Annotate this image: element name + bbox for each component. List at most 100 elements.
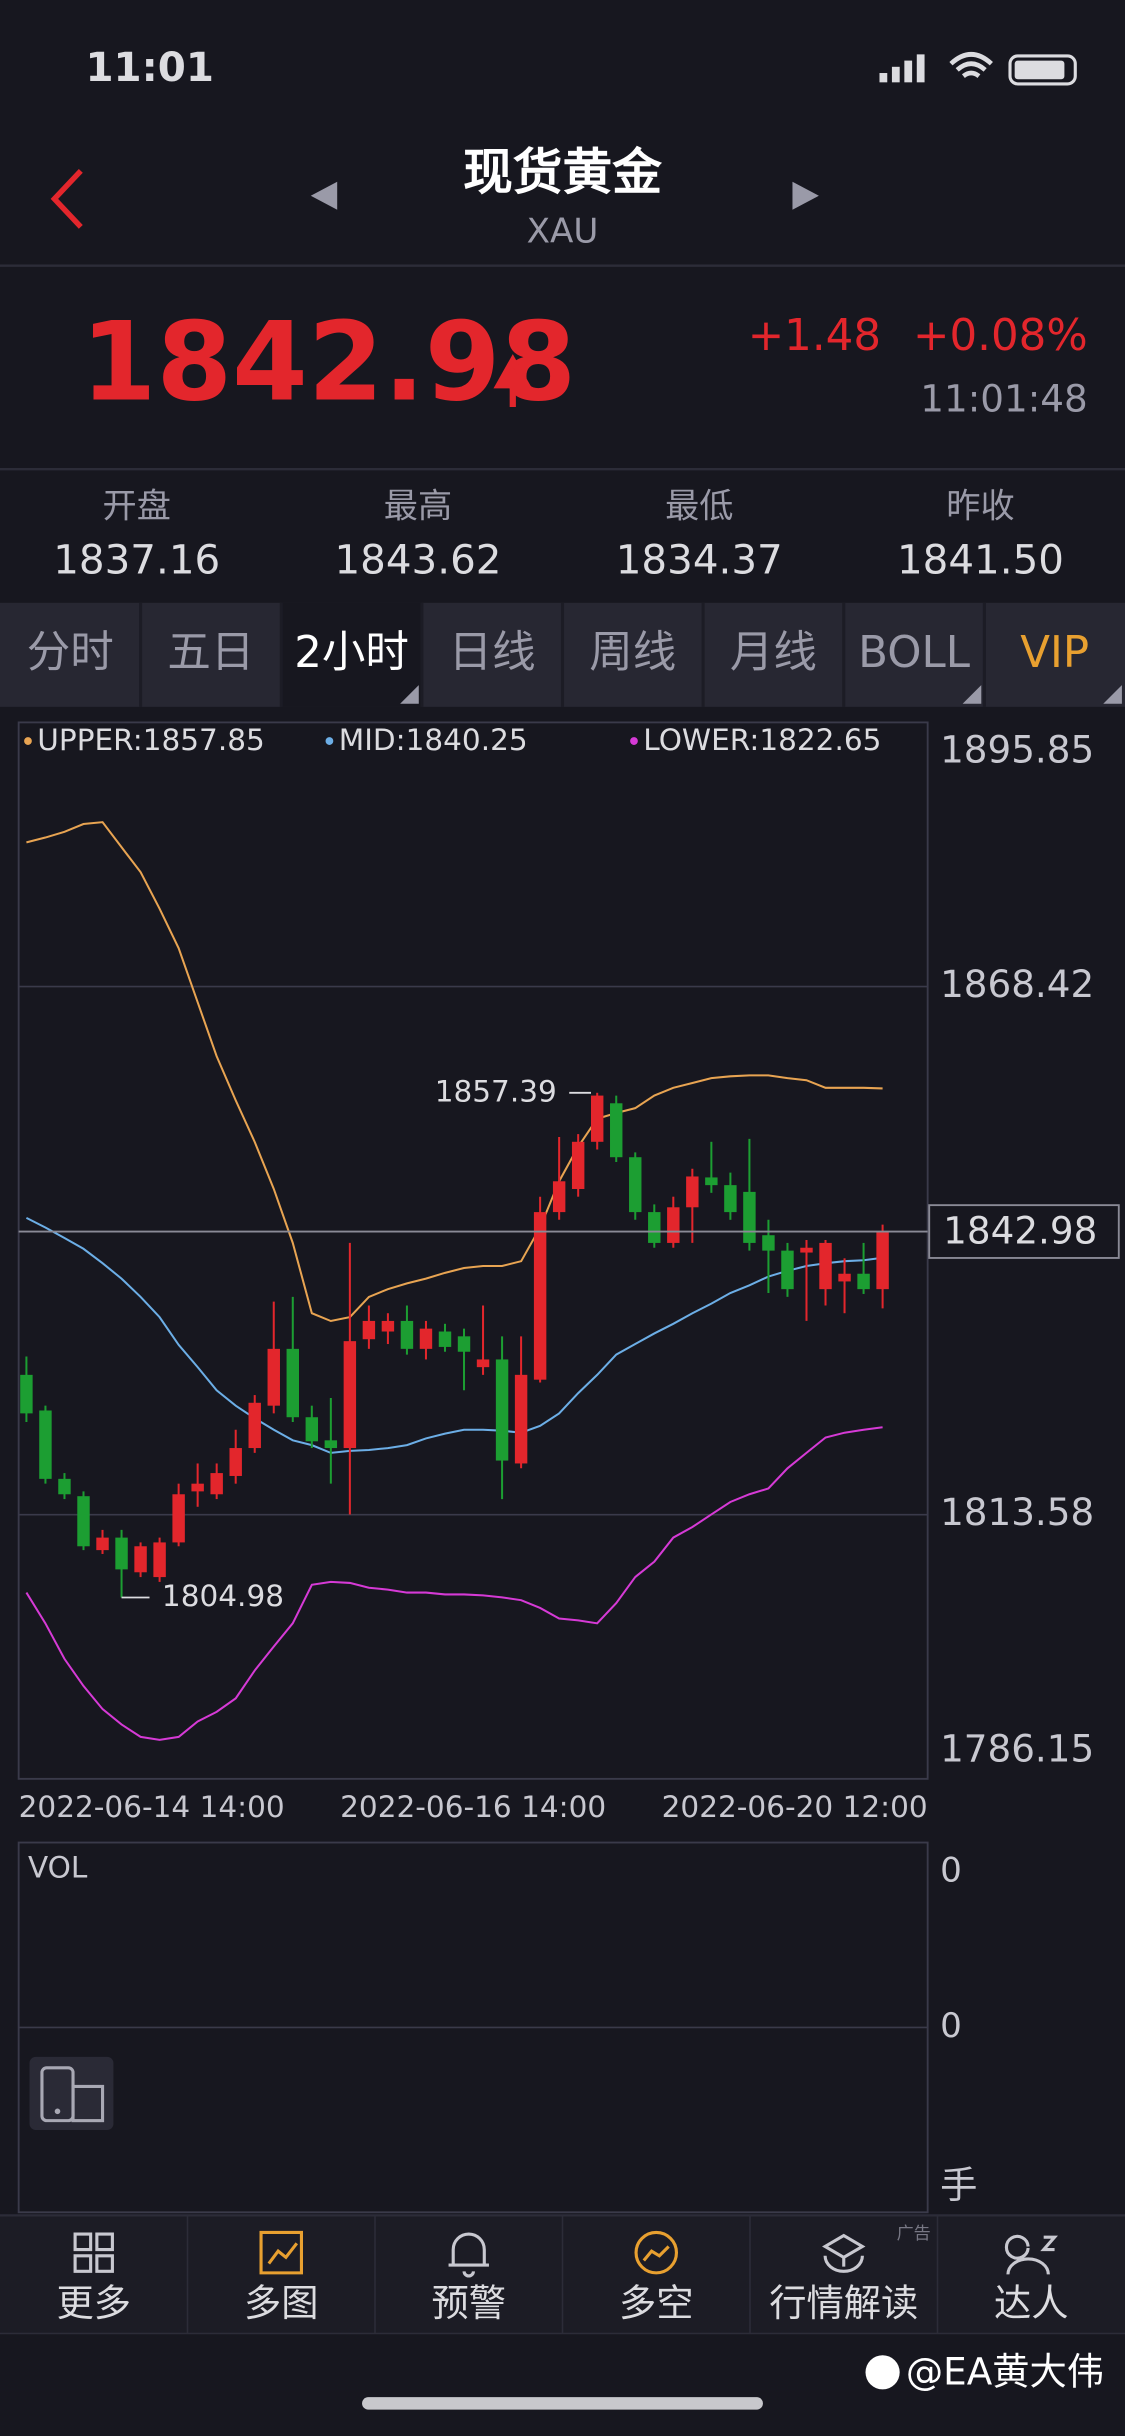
candle-body	[457, 1336, 471, 1352]
back-button[interactable]	[50, 169, 83, 229]
legend-dot	[630, 737, 638, 745]
stat-value: 1834.37	[616, 536, 783, 583]
quote-time: 11:01:48	[920, 376, 1087, 420]
nav-item[interactable]: 多空	[619, 2281, 694, 2325]
legend-dot	[325, 737, 334, 745]
status-time: 11:01	[85, 44, 214, 91]
tab-active-bg	[281, 602, 422, 707]
watermark: @EA黄大伟	[906, 2349, 1104, 2393]
subtitle: XAU	[527, 212, 599, 252]
tab[interactable]: 月线	[730, 628, 817, 678]
stat-label: 最高	[384, 487, 452, 527]
tab[interactable]: 2小时	[294, 628, 409, 678]
tab[interactable]: 周线	[589, 628, 676, 678]
candle-body	[533, 1212, 547, 1380]
candle-body	[629, 1157, 642, 1213]
volume-tick: 0	[940, 2006, 962, 2046]
nav-item[interactable]: 更多	[56, 2281, 131, 2325]
x-tick-label: 2022-06-16 14:00	[340, 1790, 606, 1824]
nav-icon	[73, 2232, 114, 2273]
candle-body	[857, 1273, 870, 1290]
nav-item[interactable]: 多图	[244, 2281, 319, 2325]
band-line	[25, 1216, 883, 1454]
price-marker: 1842.98	[943, 1209, 1097, 1253]
candle-body	[571, 1141, 585, 1189]
volume-tick: 0	[940, 1851, 962, 1891]
tab[interactable]: VIP	[1020, 628, 1089, 678]
candle-body	[514, 1374, 528, 1464]
stat-label: 最低	[665, 487, 733, 527]
candle-body	[419, 1328, 433, 1349]
tab[interactable]: 分时	[27, 628, 114, 678]
legend-entry: UPPER:1857.85	[37, 723, 264, 757]
candle-body	[667, 1207, 680, 1243]
nav-item[interactable]: 行情解读	[769, 2281, 918, 2325]
legend-name: UPPER:	[37, 723, 142, 757]
candle-body	[800, 1247, 813, 1253]
candle-body	[648, 1212, 661, 1243]
nav-icon	[1004, 2234, 1058, 2275]
tab[interactable]: BOLL	[858, 628, 970, 678]
candle-body	[438, 1331, 452, 1347]
y-tick-label: 1786.15	[940, 1726, 1094, 1770]
volume-label: VOL	[28, 1850, 88, 1884]
stat-value: 1837.16	[53, 536, 220, 583]
legend-entry: LOWER:1822.65	[643, 723, 881, 757]
candle-body	[77, 1496, 90, 1547]
candle-body	[724, 1185, 737, 1213]
legend-dot	[24, 737, 32, 745]
nav-icon	[822, 2233, 866, 2273]
nav-icon	[259, 2230, 304, 2275]
candle-body	[819, 1242, 832, 1290]
nav-item[interactable]: 预警	[431, 2281, 506, 2325]
legend-value: 1857.85	[143, 723, 265, 757]
y-tick-label: 1868.42	[940, 962, 1094, 1006]
stat-label: 开盘	[103, 487, 171, 527]
tab-corner	[400, 685, 419, 704]
stat-value: 1843.62	[334, 536, 501, 583]
candle-body	[838, 1273, 851, 1282]
candle-body	[495, 1359, 509, 1461]
tab-corner	[962, 685, 982, 704]
tab[interactable]: 五日	[167, 628, 254, 678]
candle-body	[191, 1483, 204, 1492]
candle-body	[229, 1448, 242, 1476]
up-arrow	[493, 354, 533, 408]
candle-body	[39, 1410, 52, 1479]
y-tick-label: 1895.85	[940, 727, 1094, 771]
tab[interactable]: 日线	[449, 628, 536, 678]
rotate-button[interactable]	[29, 2056, 114, 2130]
stat-label: 昨收	[946, 487, 1014, 527]
band-line	[25, 1426, 883, 1741]
candlestick-chart: 1895.85 1868.42 1813.58 1786.15 UPPER:1857.8…	[19, 723, 1120, 1824]
legend-value: 1840.25	[406, 723, 528, 757]
wifi-icon	[949, 52, 993, 79]
legend-value: 1822.65	[759, 723, 881, 757]
stat-value: 1841.50	[897, 536, 1064, 583]
volume-unit: 手	[940, 2163, 977, 2207]
candle-body	[20, 1374, 33, 1414]
candle-body	[134, 1546, 147, 1573]
next-button[interactable]	[792, 181, 819, 210]
nav-item[interactable]: 达人	[994, 2281, 1069, 2325]
candle-body	[686, 1176, 699, 1208]
candle-body	[590, 1095, 604, 1142]
nav-icon	[448, 2232, 489, 2278]
change: +1.48	[748, 311, 881, 361]
price-marker-box	[928, 1204, 1120, 1259]
candle-body	[324, 1440, 338, 1449]
candle-body	[286, 1348, 299, 1418]
prev-button[interactable]	[310, 181, 338, 210]
candle-body	[381, 1320, 395, 1332]
candle-body	[267, 1348, 280, 1406]
legend-entry: MID:1840.25	[339, 723, 528, 757]
candle-body	[343, 1341, 357, 1449]
nav-icon	[634, 2231, 679, 2275]
watermark-icon	[865, 2355, 900, 2390]
x-tick-label: 2022-06-14 14:00	[19, 1790, 285, 1824]
candle-body	[153, 1542, 166, 1578]
change-pct: +0.08%	[913, 311, 1088, 361]
